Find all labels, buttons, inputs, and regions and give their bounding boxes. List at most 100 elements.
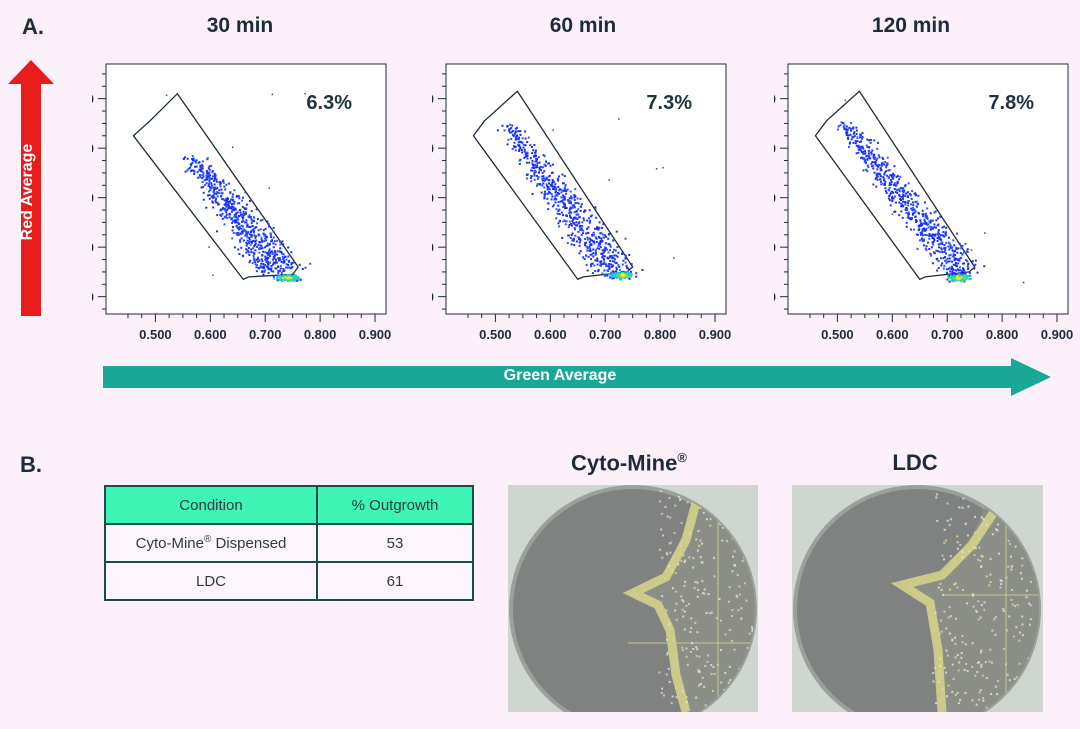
scatter-point (575, 224, 578, 227)
scatter-point (607, 233, 610, 236)
cell-speck (961, 550, 964, 553)
cell-speck (1035, 662, 1038, 665)
scatter-point (264, 251, 267, 254)
scatter-point (560, 191, 563, 194)
hotspot-point (956, 277, 959, 280)
scatter-point (956, 258, 959, 261)
scatter-point (567, 226, 570, 229)
scatter-point (536, 166, 539, 169)
scatter-point (246, 232, 249, 235)
scatter-point (248, 261, 251, 264)
scatter-point (953, 250, 956, 253)
scatter-point (250, 233, 253, 236)
scatter-point (518, 143, 521, 146)
scatter-point (249, 200, 252, 203)
scatter-point (562, 182, 565, 185)
scatter-point (598, 241, 601, 244)
cell-speck (733, 550, 736, 553)
scatter-point (609, 255, 612, 258)
scatter-point (908, 217, 911, 220)
scatter-point (884, 190, 887, 193)
scatter-point (213, 174, 216, 177)
scatter-point (519, 147, 522, 150)
scatter-point (926, 223, 929, 226)
scatter-point (930, 254, 933, 257)
cell-speck (988, 660, 991, 663)
scatter-point (506, 143, 509, 146)
scatter-point (952, 253, 955, 256)
scatter-point (271, 263, 274, 266)
scatter-point (260, 266, 263, 269)
scatter-point (868, 146, 871, 149)
outgrowth-edge (890, 497, 1006, 712)
scatter-point (213, 179, 216, 182)
scatter-point (237, 195, 240, 198)
scatter-point (575, 210, 578, 213)
scatter-point (242, 220, 245, 223)
scatter-point (869, 138, 872, 141)
scatter-point (278, 269, 281, 272)
scatter-point (262, 232, 265, 235)
scatter-point (268, 255, 271, 258)
scatter-point (588, 209, 591, 212)
cell-speck (943, 610, 946, 613)
cell-speck (751, 508, 754, 511)
scatter-point (884, 180, 887, 183)
scatter-point (598, 243, 601, 246)
cell-speck (978, 661, 981, 664)
scatter-point (913, 228, 916, 231)
scatter-plot-30min: 1.401.201.000.8000.6000.5000.6000.7000.8… (92, 63, 391, 342)
scatter-point (219, 185, 222, 188)
scatter-point (521, 141, 524, 144)
scatter-point (272, 255, 275, 258)
scatter-point (543, 190, 546, 193)
cell-speck (990, 491, 993, 494)
scatter-point (191, 157, 194, 160)
scatter-point (530, 176, 533, 179)
scatter-point (855, 132, 858, 135)
scatter-point (890, 175, 893, 178)
cell-speck (946, 519, 949, 522)
scatter-point (584, 209, 587, 212)
cell-speck (954, 582, 957, 585)
cell-speck (1024, 697, 1027, 700)
hotspot-point (958, 276, 961, 279)
scatter-point (207, 172, 210, 175)
scatter-point (507, 138, 510, 141)
cell-speck (685, 647, 688, 650)
hotspot-point (616, 271, 619, 274)
scatter-point (514, 127, 517, 130)
scatter-point (881, 156, 884, 159)
scatter-point (283, 259, 286, 262)
scatter-point (951, 255, 954, 258)
scatter-point (857, 148, 860, 151)
hotspot-point (287, 279, 290, 282)
scatter-point (550, 198, 553, 201)
scatter-point (912, 203, 915, 206)
cell-speck (1008, 679, 1011, 682)
scatter-point (861, 132, 864, 135)
cell-speck (1040, 523, 1042, 525)
scatter-point (222, 207, 225, 210)
cell-speck (737, 609, 740, 612)
scatter-point (237, 228, 240, 231)
scatter-point (207, 184, 210, 187)
scatter-point (570, 197, 573, 200)
condition-name: LDC (195, 572, 226, 590)
scatter-point (867, 165, 870, 168)
scatter-point (868, 152, 871, 155)
scatter-point (596, 226, 599, 229)
scatter-point (600, 240, 603, 243)
scatter-point (853, 131, 856, 134)
outlier-point (889, 169, 891, 171)
cell-speck (1035, 490, 1038, 493)
scatter-point (613, 260, 616, 263)
scatter-point (225, 213, 228, 216)
scatter-point (267, 266, 270, 269)
cell-speck (725, 510, 728, 513)
cell-speck (698, 655, 701, 658)
scatter-point (544, 164, 547, 167)
scatter-point (890, 197, 893, 200)
scatter-point (570, 195, 573, 198)
scatter-point (242, 215, 245, 218)
